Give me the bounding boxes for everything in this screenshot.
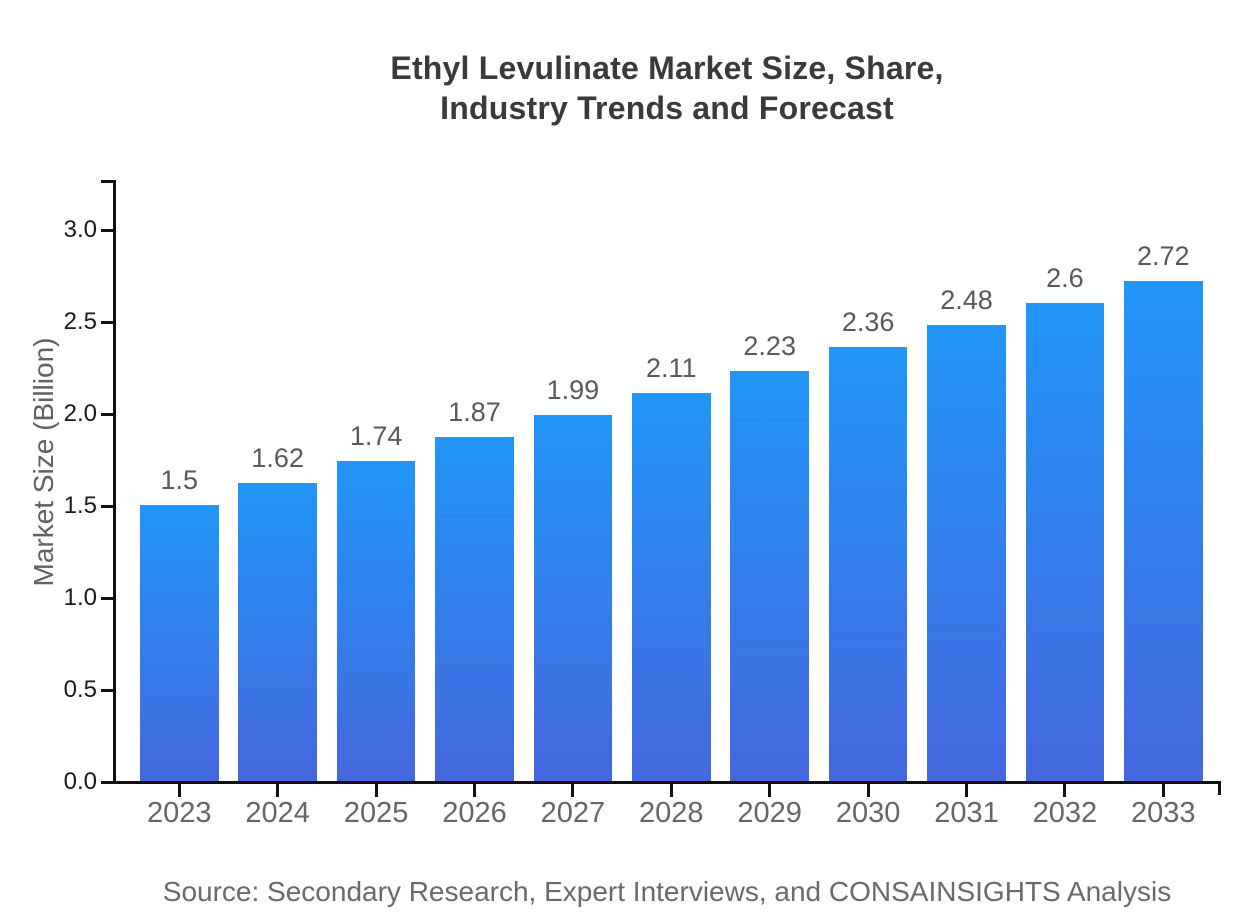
bar-2029 [730, 370, 809, 781]
bar-value-label: 2.48 [940, 284, 993, 315]
x-tick-mark [473, 784, 476, 797]
x-tick-label: 2032 [1032, 797, 1098, 829]
bar-2033 [1124, 280, 1203, 781]
bar-value-label: 1.74 [349, 420, 403, 451]
x-tick-mark [866, 784, 870, 797]
y-tick-label: 0.5 [63, 676, 97, 703]
y-tick-mark [101, 781, 113, 784]
bar-2027 [533, 414, 613, 781]
y-tick-mark [101, 321, 113, 324]
y-tick-label: 3.0 [63, 216, 97, 243]
y-axis-line [113, 180, 116, 784]
y-axis-end-cap [101, 180, 113, 183]
y-tick-label: 0.0 [63, 768, 97, 795]
y-tick-label: 2.0 [63, 400, 97, 427]
bar-value-label: 2.11 [646, 352, 697, 383]
y-tick-mark [101, 413, 113, 416]
bar-2028 [632, 392, 711, 781]
x-tick-mark [374, 784, 378, 797]
x-tick-label: 2030 [835, 797, 901, 829]
y-tick-label: 1.5 [63, 492, 97, 519]
bar-2026 [435, 436, 514, 781]
x-tick-label: 2033 [1131, 797, 1196, 829]
x-tick-mark [1063, 784, 1067, 797]
bar-value-label: 1.99 [546, 374, 600, 405]
x-tick-mark [669, 784, 673, 797]
x-tick-mark [571, 784, 575, 797]
bar-2023 [140, 505, 219, 781]
x-tick-label: 2025 [343, 797, 409, 829]
bar-2031 [927, 324, 1006, 781]
bar-value-label: 1.87 [448, 396, 501, 427]
x-tick-mark [276, 784, 280, 797]
x-tick-label: 2023 [147, 797, 212, 829]
bar-value-label: 2.36 [841, 306, 895, 337]
x-tick-label: 2029 [737, 797, 802, 829]
y-tick-mark [101, 505, 113, 508]
x-tick-label: 2027 [540, 797, 606, 829]
x-tick-mark [965, 784, 968, 797]
bar-value-label: 1.5 [160, 465, 199, 495]
x-axis-end-cap [1218, 781, 1221, 795]
chart-title: Ethyl Levulinate Market Size, Share, Ind… [390, 50, 944, 126]
x-tick-mark [1161, 784, 1165, 797]
bar-2024 [238, 482, 317, 781]
x-tick-label: 2031 [934, 797, 999, 829]
x-tick-mark [177, 784, 181, 797]
y-tick-label: 1.0 [63, 584, 97, 611]
bar-value-label: 2.72 [1137, 240, 1190, 271]
bar-value-label: 2.23 [743, 330, 796, 361]
x-tick-mark [768, 784, 772, 797]
y-tick-label: 2.5 [63, 308, 97, 335]
y-tick-mark [101, 229, 113, 232]
y-tick-mark [101, 597, 113, 600]
bar-2030 [828, 346, 908, 781]
x-axis-line [113, 781, 1221, 784]
bar-2025 [336, 460, 416, 781]
x-tick-label: 2026 [442, 797, 507, 829]
y-tick-mark [101, 689, 113, 692]
bar-2032 [1025, 302, 1105, 781]
source-note: Source: Secondary Research, Expert Inter… [162, 876, 1172, 907]
bar-value-label: 1.62 [251, 442, 304, 473]
x-tick-label: 2024 [245, 797, 310, 829]
bar-value-label: 2.6 [1046, 262, 1084, 293]
x-tick-label: 2028 [639, 797, 704, 829]
